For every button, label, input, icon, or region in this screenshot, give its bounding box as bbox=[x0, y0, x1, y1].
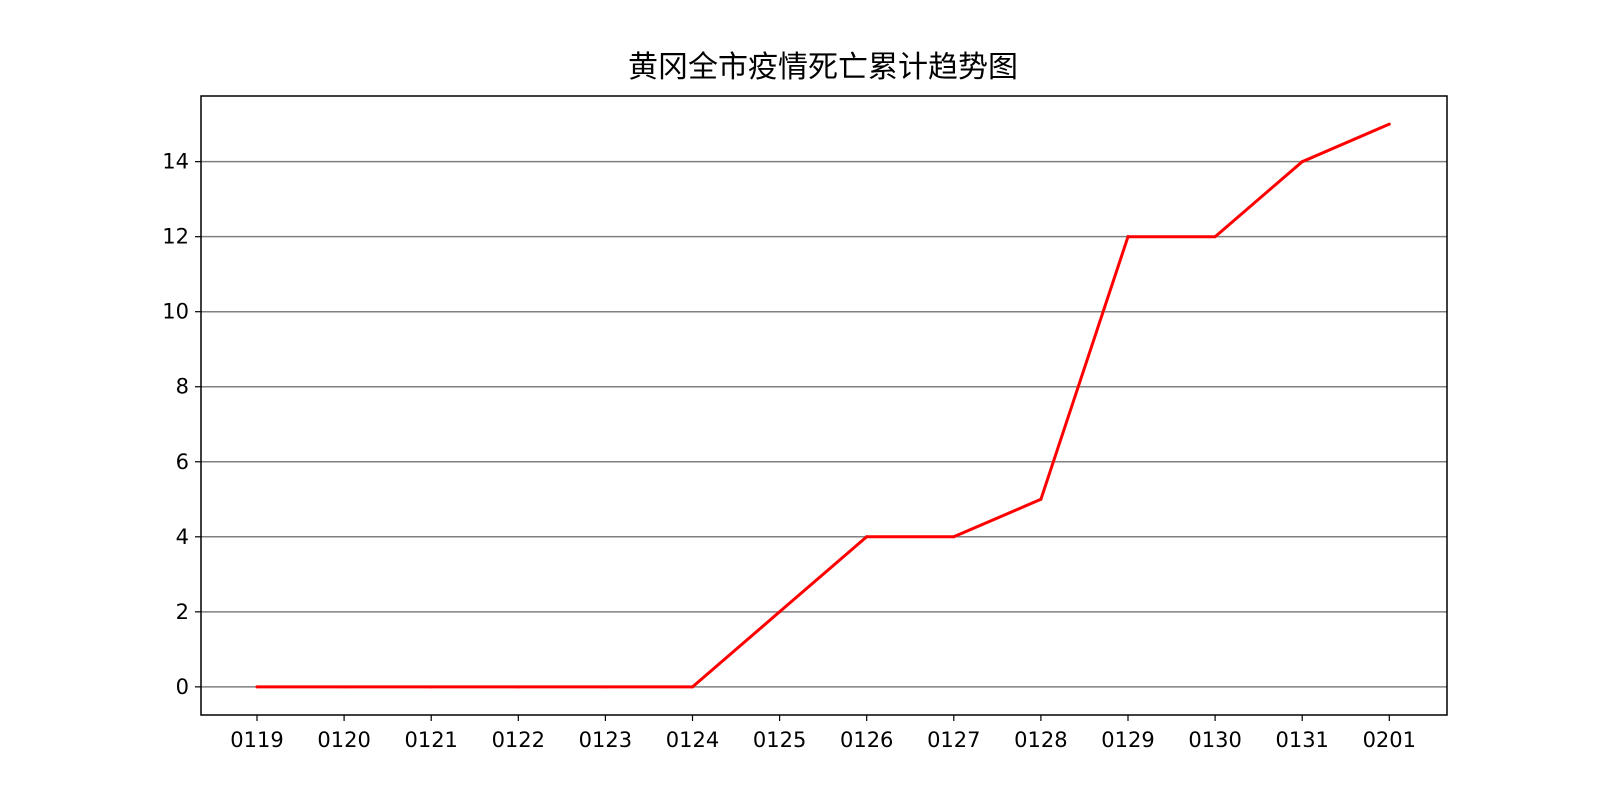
data-point bbox=[342, 685, 346, 689]
data-point bbox=[952, 535, 956, 539]
x-tick-label: 0130 bbox=[1188, 728, 1241, 752]
y-tick-label: 2 bbox=[176, 600, 189, 624]
y-axis: 0 2 4 6 8 10 12 14 bbox=[162, 150, 201, 699]
x-tick-label: 0123 bbox=[579, 728, 632, 752]
series-layer bbox=[255, 122, 1391, 689]
data-point bbox=[255, 685, 259, 689]
data-point bbox=[1387, 122, 1391, 126]
data-point bbox=[516, 685, 520, 689]
chart-title: 黄冈全市疫情死亡累计趋势图 bbox=[628, 50, 1018, 85]
data-point bbox=[778, 610, 782, 614]
data-point bbox=[1039, 497, 1043, 501]
y-tick-label: 8 bbox=[176, 375, 189, 399]
x-tick-label: 0124 bbox=[666, 728, 719, 752]
y-tick-label: 10 bbox=[162, 300, 189, 324]
x-tick-label: 0131 bbox=[1275, 728, 1328, 752]
data-point bbox=[1126, 235, 1130, 239]
y-tick-label: 0 bbox=[176, 675, 189, 699]
series-line bbox=[257, 122, 1390, 689]
x-tick-label: 0119 bbox=[230, 728, 283, 752]
x-tick-label: 0125 bbox=[753, 728, 806, 752]
x-tick-label: 0126 bbox=[840, 728, 893, 752]
y-tick-label: 4 bbox=[176, 525, 189, 549]
x-axis: 0119 0120 0121 0122 0123 0124 0125 0126 0127 0128… bbox=[230, 715, 1416, 752]
data-point bbox=[1300, 160, 1304, 164]
grid-lines bbox=[201, 160, 1447, 688]
data-point bbox=[865, 535, 869, 539]
y-tick-label: 12 bbox=[162, 225, 189, 249]
x-tick-label: 0129 bbox=[1101, 728, 1154, 752]
data-point bbox=[603, 685, 607, 689]
y-tick-label: 6 bbox=[176, 450, 189, 474]
x-tick-label: 0122 bbox=[492, 728, 545, 752]
data-point bbox=[429, 685, 433, 689]
x-tick-label: 0120 bbox=[317, 728, 370, 752]
y-tick-label: 14 bbox=[162, 150, 189, 174]
x-tick-label: 0121 bbox=[404, 728, 457, 752]
data-point bbox=[1213, 235, 1217, 239]
x-tick-label: 0201 bbox=[1363, 728, 1416, 752]
x-tick-label: 0128 bbox=[1014, 728, 1067, 752]
plot-frame bbox=[200, 95, 1448, 716]
x-tick-label: 0127 bbox=[927, 728, 980, 752]
data-point bbox=[691, 685, 694, 689]
